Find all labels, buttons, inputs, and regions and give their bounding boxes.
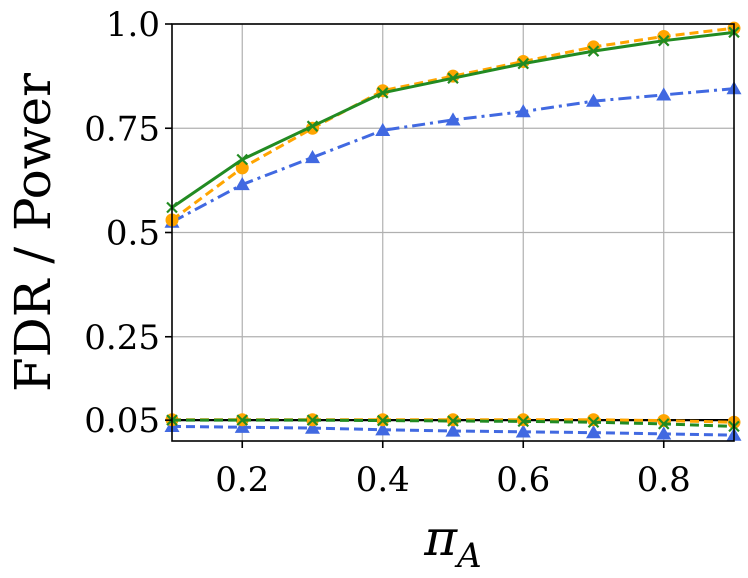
data-point (586, 93, 601, 107)
data-point (235, 161, 249, 175)
data-point (587, 413, 600, 427)
data-point (517, 57, 530, 70)
series-fdr-triangle (164, 418, 742, 441)
series-power-x (166, 26, 740, 214)
data-point (587, 416, 600, 429)
series-fdr-x (166, 414, 740, 433)
y-axis-label: FDR / Power (4, 73, 62, 392)
data-point (376, 414, 389, 427)
data-point (375, 122, 391, 136)
data-point (586, 425, 601, 439)
series-line (171, 26, 735, 222)
y-tick-label: 0.75 (84, 109, 160, 149)
data-point (376, 87, 389, 99)
data-point (517, 415, 530, 428)
data-point (447, 72, 459, 84)
data-point (306, 414, 319, 426)
series-power-triangle (164, 81, 742, 228)
y-tick-label: 1.0 (106, 5, 160, 45)
tick-layer: 0.2 0.4 0.6 0.8 0.05 0.25 0.5 0.75 1.0 (84, 5, 690, 500)
data-point (306, 120, 319, 132)
data-point (234, 419, 250, 433)
x-axis-label-subscript: A (454, 536, 482, 576)
data-point (515, 424, 531, 438)
y-tick-label: 0.25 (84, 318, 160, 358)
series-layer (164, 21, 742, 441)
data-point (236, 414, 249, 426)
x-tick-label: 0.8 (637, 460, 691, 500)
data-point (657, 418, 670, 430)
data-point (587, 45, 600, 57)
y-tick-label: 0.5 (106, 214, 160, 254)
y-tick-label: 0.05 (84, 401, 160, 441)
x-axis-label: πA (423, 509, 481, 576)
data-point (656, 426, 672, 440)
data-point (447, 415, 459, 427)
data-point (656, 87, 672, 101)
x-tick-label: 0.4 (356, 460, 410, 500)
data-point (657, 34, 670, 47)
data-point (305, 420, 320, 434)
x-tick-label: 0.6 (496, 460, 550, 500)
data-point (515, 104, 531, 118)
data-point (375, 422, 391, 436)
grid-layer (172, 23, 734, 441)
data-point (516, 413, 530, 427)
data-point (305, 149, 320, 164)
data-point (445, 423, 461, 437)
data-point (236, 153, 249, 166)
data-point (234, 177, 250, 191)
series-line (171, 87, 735, 224)
x-tick-label: 0.2 (215, 460, 269, 500)
data-point (445, 112, 461, 126)
x-axis-label-symbol: π (423, 509, 458, 567)
